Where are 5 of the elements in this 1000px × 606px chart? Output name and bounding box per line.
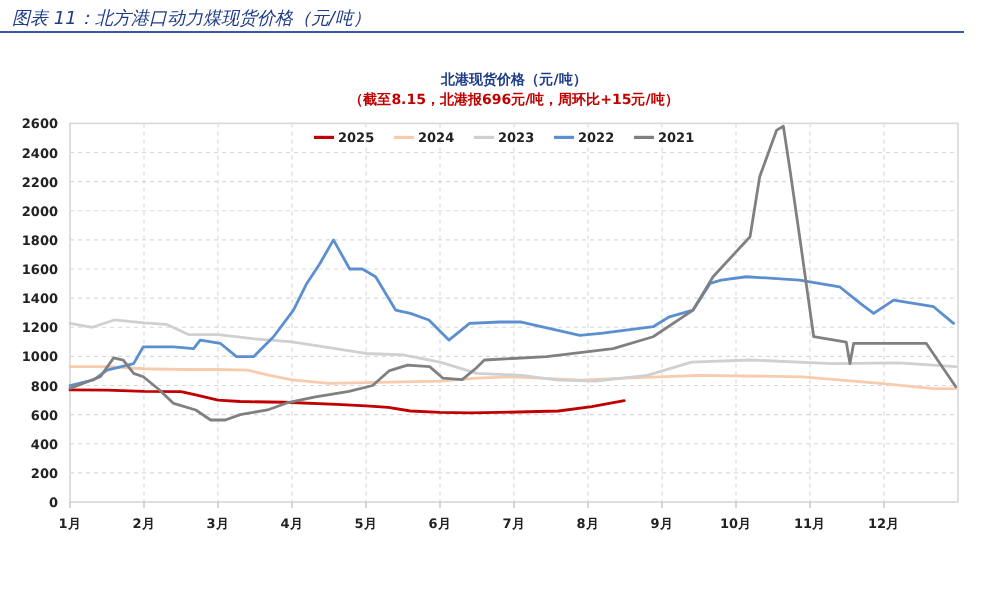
line-series — [68, 388, 626, 415]
line-series — [68, 365, 958, 391]
line-series — [68, 124, 958, 422]
line-series — [68, 238, 955, 387]
chart-title: 图表 11：北方港口动力煤现货价格（元/吨） — [12, 8, 371, 30]
